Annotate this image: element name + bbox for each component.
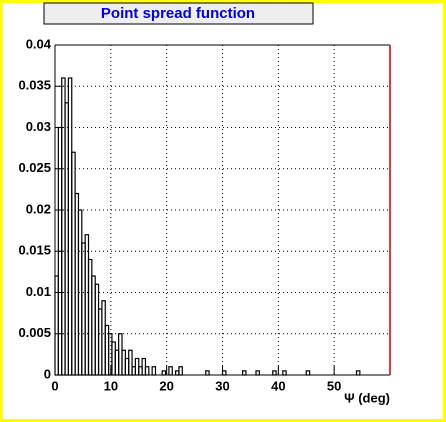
x-tick-label: 10	[104, 378, 118, 393]
y-tick-label: 0.035	[18, 78, 51, 93]
y-tick-label: 0.02	[26, 201, 51, 216]
title-box	[43, 2, 314, 25]
x-axis-label: Ψ (deg)	[344, 390, 390, 405]
y-tick-label: 0.015	[18, 243, 51, 258]
y-tick-label: 0.025	[18, 160, 51, 175]
x-tick-label: 20	[159, 378, 173, 393]
y-tick-label: 0	[44, 366, 51, 381]
y-tick-label: 0.04	[26, 36, 52, 51]
y-tick-label: 0.01	[26, 284, 51, 299]
x-tick-label: 50	[327, 378, 341, 393]
x-tick-label: 0	[51, 378, 58, 393]
x-tick-label: 30	[215, 378, 229, 393]
chart-title: Point spread function	[101, 5, 255, 22]
y-tick-label: 0.03	[26, 119, 51, 134]
y-tick-label: 0.005	[18, 325, 51, 340]
x-tick-label: 40	[271, 378, 285, 393]
